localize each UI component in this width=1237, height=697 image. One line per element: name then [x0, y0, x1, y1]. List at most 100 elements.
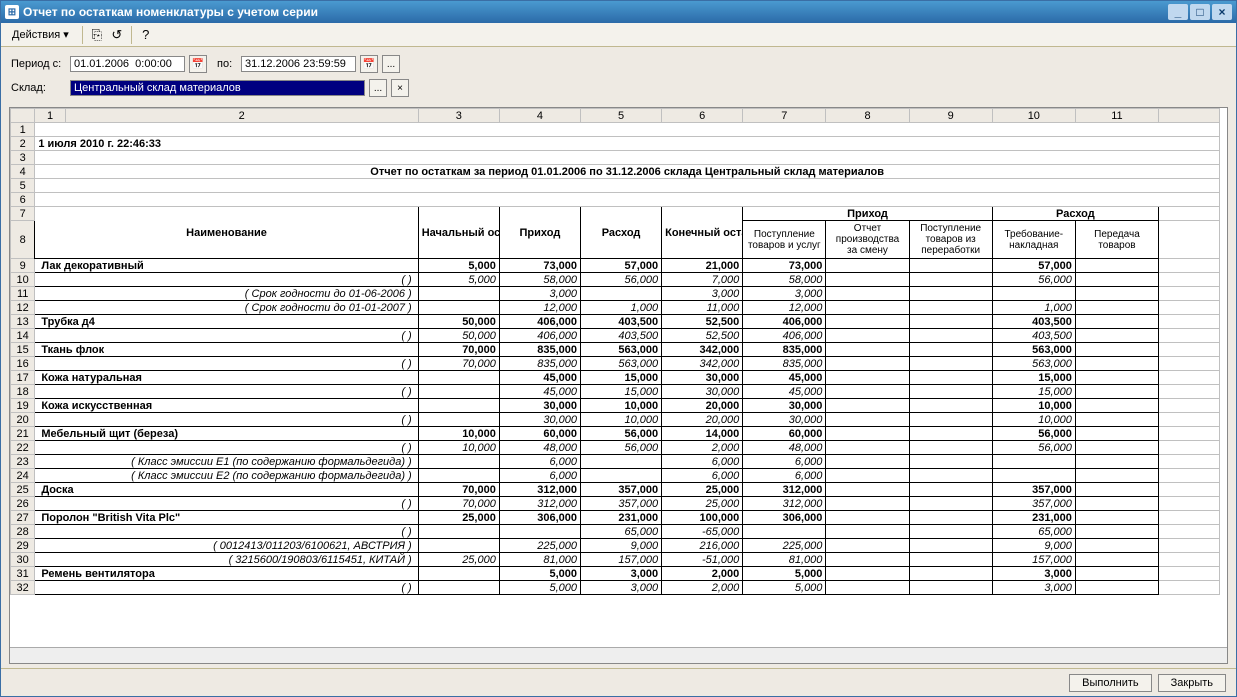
restore-icon[interactable]: ↺ [109, 27, 125, 43]
row-header: 6 [11, 193, 35, 207]
from-calendar-icon[interactable]: 📅 [189, 55, 207, 73]
cell: 406,000 [499, 329, 580, 343]
cell: 10,000 [580, 399, 661, 413]
cell: 5,000 [743, 581, 826, 595]
toolbar: Действия ▾ ⎘ ↺ ? [1, 23, 1236, 47]
table-row: 25Доска70,000312,000357,00025,000312,000… [11, 483, 1220, 497]
cell: -51,000 [662, 553, 743, 567]
cell [1075, 567, 1158, 581]
hdr-in-group: Приход [743, 207, 992, 221]
cell: 5,000 [418, 273, 499, 287]
hdr-in1: Поступление товаров и услуг [743, 221, 826, 259]
cell [992, 455, 1075, 469]
cell: 5,000 [743, 567, 826, 581]
cell [499, 525, 580, 539]
cell [1075, 343, 1158, 357]
actions-menu[interactable]: Действия ▾ [5, 26, 76, 43]
row-name: ( ) [35, 385, 418, 399]
cell: 45,000 [743, 385, 826, 399]
cell [826, 287, 909, 301]
cell [826, 315, 909, 329]
cell: 12,000 [499, 301, 580, 315]
cell: 563,000 [992, 357, 1075, 371]
cell [418, 567, 499, 581]
cell: 73,000 [499, 259, 580, 273]
cell [826, 427, 909, 441]
table-row: 14( )50,000406,000403,50052,500406,00040… [11, 329, 1220, 343]
cell: 10,000 [418, 427, 499, 441]
col-header: 2 [65, 109, 418, 123]
cell [909, 511, 992, 525]
col-header: 4 [499, 109, 580, 123]
close-report-button[interactable]: Закрыть [1158, 674, 1226, 692]
row-name: ( Срок годности до 01-01-2007 ) [35, 301, 418, 315]
cell: 30,000 [499, 413, 580, 427]
cell: 73,000 [743, 259, 826, 273]
cell [1075, 511, 1158, 525]
cell [743, 525, 826, 539]
row-name: ( 0012413/011203/6100621, АВСТРИЯ ) [35, 539, 418, 553]
row-header: 22 [11, 441, 35, 455]
cell: 6,000 [662, 455, 743, 469]
cell [418, 301, 499, 315]
table-row: 27Поролон "British Vita Plc"25,000306,00… [11, 511, 1220, 525]
close-button[interactable]: × [1212, 4, 1232, 20]
cell: 81,000 [499, 553, 580, 567]
app-icon: ⊞ [5, 5, 19, 19]
row-header: 30 [11, 553, 35, 567]
params-panel: Период с: 📅 по: 📅 ... Склад: ... × [1, 47, 1236, 107]
table-row: 16( )70,000835,000563,000342,000835,0005… [11, 357, 1220, 371]
period-to-input[interactable] [241, 56, 356, 72]
to-calendar-icon[interactable]: 📅 [360, 55, 378, 73]
cell: 30,000 [662, 371, 743, 385]
cell: 15,000 [992, 371, 1075, 385]
row-header: 20 [11, 413, 35, 427]
cell: 15,000 [580, 385, 661, 399]
minimize-button[interactable]: _ [1168, 4, 1188, 20]
spreadsheet: 1234567891011121 июля 2010 г. 22:46:3334… [9, 107, 1228, 664]
cell [1075, 483, 1158, 497]
row-header: 11 [11, 287, 35, 301]
cell [1075, 329, 1158, 343]
cell: 357,000 [992, 497, 1075, 511]
cell: 25,000 [662, 483, 743, 497]
sklad-select-button[interactable]: ... [369, 79, 387, 97]
cell: 30,000 [743, 413, 826, 427]
period-from-label: Период с: [11, 58, 66, 70]
cell: 157,000 [992, 553, 1075, 567]
maximize-button[interactable]: □ [1190, 4, 1210, 20]
cell: 50,000 [418, 315, 499, 329]
cell: 45,000 [743, 371, 826, 385]
cell: 306,000 [743, 511, 826, 525]
h-scrollbar[interactable] [10, 647, 1227, 663]
col-header: 1 [35, 109, 65, 123]
period-select-button[interactable]: ... [382, 55, 400, 73]
table-row: 26( )70,000312,000357,00025,000312,00035… [11, 497, 1220, 511]
cell [826, 511, 909, 525]
cell: 6,000 [662, 469, 743, 483]
sklad-input[interactable] [70, 80, 365, 96]
cell: 835,000 [499, 343, 580, 357]
corner-cell [11, 109, 35, 123]
refresh-icon[interactable]: ⎘ [89, 27, 105, 43]
row-header: 5 [11, 179, 35, 193]
table-row: 23( Класс эмиссии Е1 (по содержанию форм… [11, 455, 1220, 469]
cell: 70,000 [418, 343, 499, 357]
cell [992, 469, 1075, 483]
run-button[interactable]: Выполнить [1069, 674, 1151, 692]
sklad-clear-button[interactable]: × [391, 79, 409, 97]
cell [1075, 525, 1158, 539]
cell: 6,000 [499, 455, 580, 469]
cell: 2,000 [662, 567, 743, 581]
sheet-scroll[interactable]: 1234567891011121 июля 2010 г. 22:46:3334… [10, 108, 1227, 647]
row-header: 10 [11, 273, 35, 287]
cell: 30,000 [499, 399, 580, 413]
cell [909, 385, 992, 399]
cell [826, 483, 909, 497]
cell [1075, 427, 1158, 441]
cell: 3,000 [580, 581, 661, 595]
help-icon[interactable]: ? [138, 27, 154, 43]
cell [1075, 413, 1158, 427]
row-header: 16 [11, 357, 35, 371]
period-from-input[interactable] [70, 56, 185, 72]
